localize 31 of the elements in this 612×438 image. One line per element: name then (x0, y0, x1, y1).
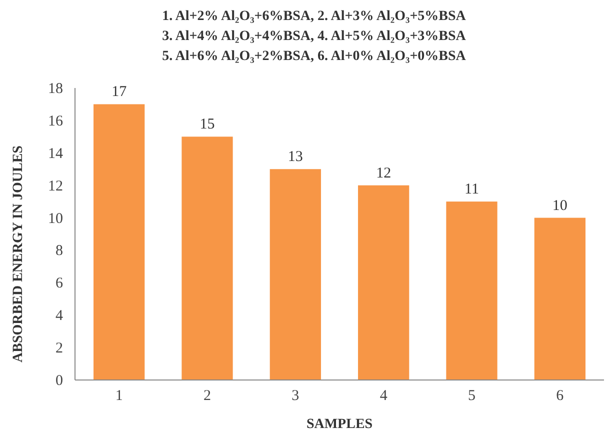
y-tick-label: 14 (48, 146, 64, 162)
data-label: 15 (200, 116, 215, 133)
y-tick-label: 12 (48, 178, 63, 194)
y-tick-label: 8 (56, 243, 63, 260)
data-label: 11 (464, 182, 479, 198)
y-tick-label: 18 (48, 81, 63, 97)
data-label: 13 (288, 149, 303, 166)
bar (182, 136, 233, 380)
y-tick-label: 6 (56, 276, 64, 292)
y-tick-label: 2 (56, 340, 63, 357)
y-tick-label: 0 (56, 373, 63, 389)
bar (446, 202, 498, 380)
y-tick-label: 16 (48, 113, 64, 130)
x-tick-label: 4 (380, 388, 388, 404)
data-label: 12 (376, 165, 392, 182)
chart-title: 1. Al+2% Al₂O₃+6%BSA, 2. Al+3% Al₂O₃+5%BSA 3. Al+4% Al₂O₃+4%BSA, 4. Al+5% Al₂O₃+3%BSA 5. Al+6% Al₂O₃+2%BSA, 6. Al+0% Al₂O₃+0%BSA (162, 9, 467, 64)
x-tick-label: 6 (556, 388, 564, 404)
y-axis-title: ABSORBED ENERGY IN JOULES (11, 145, 26, 362)
x-axis-title: SAMPLES (306, 417, 373, 432)
bar (94, 104, 145, 380)
bar (358, 185, 410, 380)
data-label: 10 (552, 198, 568, 214)
y-tick-label: 10 (48, 210, 63, 227)
bar (534, 218, 586, 380)
x-tick-label: 1 (115, 388, 123, 404)
y-tick-label: 4 (56, 308, 64, 324)
data-label: 17 (112, 84, 128, 100)
x-tick-label: 2 (204, 388, 211, 404)
x-tick-label: 5 (468, 388, 476, 404)
x-tick-label: 3 (292, 388, 300, 404)
bar (270, 169, 321, 380)
